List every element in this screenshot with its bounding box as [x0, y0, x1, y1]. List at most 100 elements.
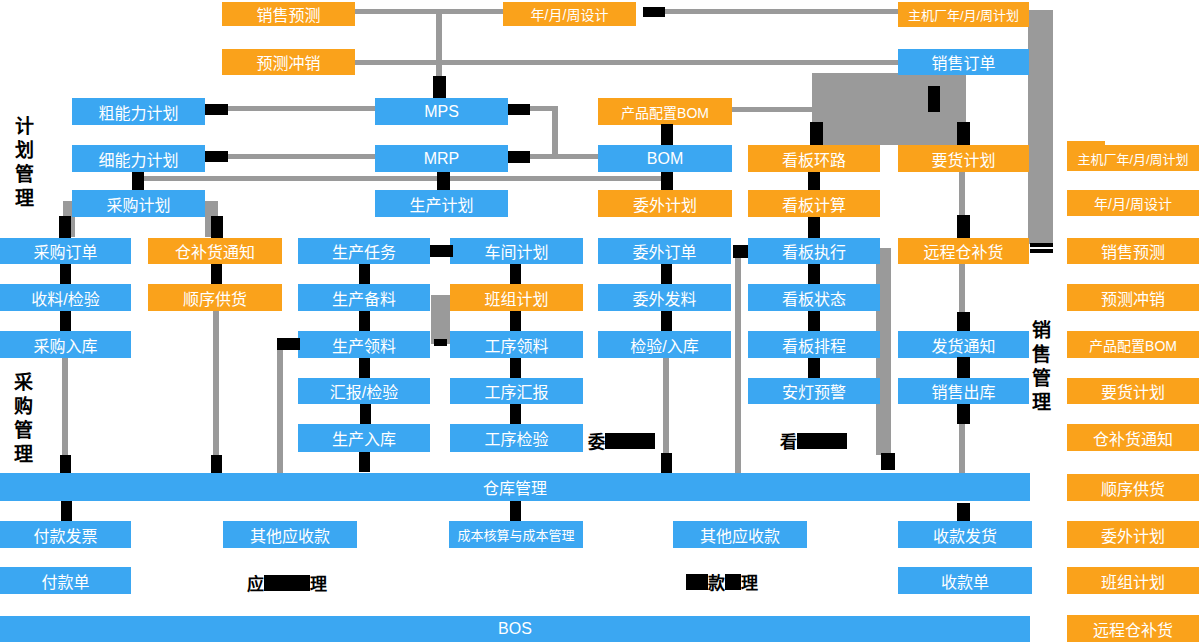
- connector-black-bar: [211, 455, 222, 473]
- node-product-config-bom: 产品配置BOM: [598, 98, 732, 125]
- node-sb-oem-year-month-week-plan: 主机厂年/月/周计划: [1067, 145, 1199, 171]
- connector-line: [735, 251, 741, 473]
- connector-black-bar: [510, 311, 521, 331]
- connector-black-bar: [205, 104, 228, 115]
- connector-line: [355, 60, 898, 65]
- node-demand-plan: 要货计划: [898, 145, 1029, 172]
- section-label-kanban-management: 看: [780, 428, 847, 453]
- node-purchase-inbound: 采购入库: [0, 331, 131, 358]
- connector-line: [552, 106, 558, 159]
- connector-line: [663, 9, 898, 14]
- connector-line: [959, 263, 965, 314]
- connector-black-bar: [957, 404, 970, 424]
- connector-line: [436, 9, 442, 78]
- connector-black-bar: [661, 172, 673, 190]
- node-sequence-supply: 顺序供货: [148, 284, 282, 311]
- connector-black-bar: [661, 124, 673, 145]
- section-label-text: 看: [780, 428, 797, 453]
- node-production-plan: 生产计划: [375, 190, 508, 217]
- section-label-text: 款: [708, 569, 725, 594]
- connector-black-bar: [508, 151, 530, 163]
- node-sales-outbound: 销售出库: [898, 378, 1029, 404]
- redaction-bar: [797, 433, 847, 449]
- node-bom: BOM: [598, 145, 732, 172]
- node-other-receivables-right: 其他应收款: [673, 521, 807, 548]
- node-sb-year-month-week-design: 年/月/周设计: [1067, 190, 1199, 216]
- node-sb-sales-forecast: 销售预测: [1067, 238, 1199, 264]
- group-label-sales-management: 销售管理: [1030, 320, 1049, 416]
- connector-black-bar: [61, 501, 72, 521]
- connector-black-bar: [60, 264, 71, 284]
- node-process-material-issue: 工序领料: [450, 331, 583, 358]
- node-process-inspection: 工序检验: [450, 424, 583, 452]
- node-process-report: 工序汇报: [450, 378, 583, 404]
- node-kanban-status: 看板状态: [748, 284, 880, 311]
- connector-black-bar: [360, 404, 371, 424]
- section-label-receivable-management: 款理: [686, 569, 758, 594]
- section-label-outsourcing-management: 委: [588, 428, 655, 453]
- connector-black-bar: [132, 172, 144, 190]
- connector-black-bar: [510, 501, 521, 521]
- redaction-bar: [725, 574, 741, 590]
- connector-black-bar: [957, 215, 970, 238]
- node-sales-order: 销售订单: [898, 49, 1029, 75]
- connector-line: [959, 172, 965, 217]
- section-label-text: 理: [741, 569, 758, 594]
- connector-line: [228, 154, 375, 159]
- node-team-plan: 班组计划: [450, 284, 583, 311]
- node-sb-sequence-supply: 顺序供货: [1067, 474, 1199, 501]
- node-purchase-order: 采购订单: [0, 238, 131, 264]
- group-label-plan-management: 计划管理: [13, 116, 32, 212]
- connector-block: [1028, 10, 1053, 244]
- connector-black-bar: [205, 151, 228, 162]
- node-receiving-inspection: 收料/检验: [0, 284, 131, 311]
- erp-module-flow-diagram: 计划管理 采购管理 销售管理 仓库管理 BOS 销售预测年/月/周设计主机厂年/…: [0, 0, 1199, 642]
- connector-block: [431, 295, 450, 344]
- connector-black-bar: [508, 104, 530, 115]
- node-andon-warning: 安灯预警: [748, 378, 880, 404]
- connector-black-bar: [661, 264, 672, 284]
- connector-black-bar: [359, 311, 370, 331]
- connector-black-bar: [60, 311, 71, 331]
- node-production-material-prep: 生产备料: [298, 284, 430, 311]
- node-outsourcing-plan: 委外计划: [598, 190, 732, 217]
- connector-black-bar: [277, 338, 300, 350]
- connector-line: [528, 154, 600, 159]
- node-warehouse-replenish-notice: 仓补货通知: [148, 238, 282, 264]
- connector-black-bar: [957, 122, 970, 145]
- connector-black-bar: [957, 312, 970, 331]
- connector-black-bar: [810, 122, 823, 145]
- connector-black-bar: [211, 216, 223, 238]
- node-year-month-week-design: 年/月/周设计: [503, 2, 636, 26]
- node-payment-slip: 付款单: [0, 567, 131, 594]
- section-label-text: 应: [247, 570, 264, 595]
- node-sb-team-plan: 班组计划: [1067, 567, 1199, 594]
- node-rough-capacity-plan: 粗能力计划: [72, 98, 205, 125]
- node-kanban-loop: 看板环路: [748, 145, 880, 172]
- node-delivery-notice: 发货通知: [898, 331, 1029, 358]
- connector-black-bar: [359, 452, 370, 472]
- connector-black-bar: [808, 311, 820, 331]
- connector-line: [138, 176, 667, 181]
- connector-black-bar: [211, 264, 222, 284]
- node-outsourcing-order: 委外订单: [598, 238, 731, 264]
- bos-bar: BOS: [0, 616, 1030, 642]
- group-label-purchase-management: 采购管理: [12, 372, 31, 468]
- connector-line: [355, 9, 505, 14]
- node-kanban-exec: 看板执行: [748, 238, 880, 264]
- redaction-bar: [686, 574, 708, 590]
- connector-black-bar: [733, 245, 748, 258]
- connector-black-bar: [928, 86, 940, 112]
- connector-black-bar: [359, 264, 370, 284]
- connector-black-bar: [808, 172, 820, 190]
- node-purchase-plan: 采购计划: [72, 190, 205, 217]
- redaction-bar: [264, 575, 310, 591]
- connector-line: [62, 357, 68, 457]
- node-sb-outsourcing-plan: 委外计划: [1067, 521, 1199, 548]
- node-kanban-calc: 看板计算: [748, 190, 880, 217]
- node-workshop-plan: 车间计划: [450, 238, 583, 264]
- node-sb-product-config-bom: 产品配置BOM: [1067, 331, 1199, 358]
- connector-black-bar: [510, 358, 521, 378]
- connector-line: [959, 422, 965, 473]
- connector-black-bar: [643, 7, 665, 17]
